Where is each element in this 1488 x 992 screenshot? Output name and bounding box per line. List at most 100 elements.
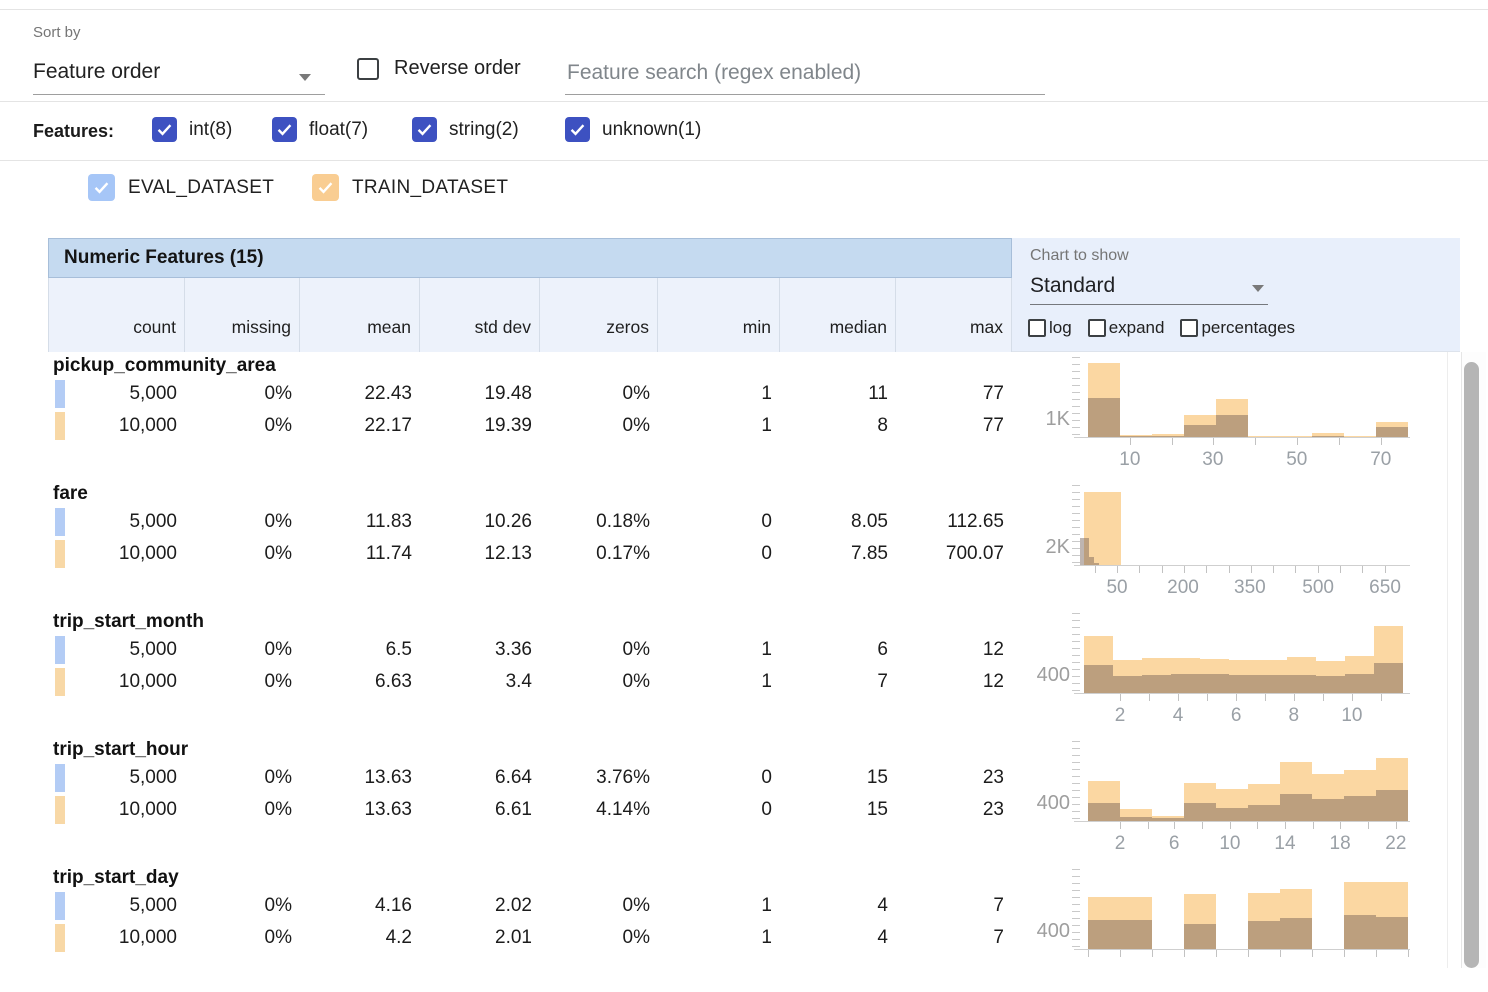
dataset-toggle-train_dataset[interactable]: TRAIN_DATASET — [312, 174, 508, 201]
stat-value: 0% — [185, 639, 300, 661]
stat-value: 10,000 — [48, 799, 185, 821]
eval-stats-row: 5,0000%13.636.643.76%01523 — [48, 762, 1012, 794]
stat-value: 6.61 — [420, 799, 540, 821]
x-axis-line — [1074, 949, 1410, 950]
stat-value: 11.83 — [300, 511, 420, 533]
eval-bar — [1171, 674, 1200, 693]
histogram-plot — [1080, 869, 1408, 949]
x-axis-tick-label: 14 — [1274, 833, 1295, 855]
col-median: median — [780, 278, 896, 352]
eval-bar — [1280, 918, 1312, 949]
chart-option-label: expand — [1109, 318, 1165, 338]
check-icon — [568, 120, 587, 139]
eval-bar — [1120, 920, 1152, 949]
checkbox-checked-icon — [88, 174, 115, 201]
filter-string[interactable]: string(2) — [412, 117, 519, 142]
stat-value: 700.07 — [896, 543, 1012, 565]
col-mean: mean — [300, 278, 420, 352]
reverse-order-checkbox[interactable]: Reverse order — [357, 57, 521, 80]
stat-value: 0 — [658, 511, 780, 533]
x-axis-tick — [1213, 438, 1214, 445]
stat-value: 1 — [658, 895, 780, 917]
histogram-plot — [1080, 357, 1408, 437]
stat-value: 6.64 — [420, 767, 540, 789]
x-axis-tick — [1297, 438, 1298, 445]
stat-value: 0% — [185, 383, 300, 405]
x-axis-tick-label: 4 — [1173, 705, 1184, 727]
check-icon — [155, 120, 174, 139]
train-dataset-chip — [55, 796, 65, 824]
histogram-plot — [1080, 741, 1408, 821]
eval-bar — [1248, 805, 1280, 821]
x-axis-tick-label: 2 — [1115, 833, 1126, 855]
histogram-plot — [1080, 613, 1408, 693]
feature-stats: trip_start_month 5,0000%6.53.360%1612 10… — [48, 608, 1012, 698]
x-axis-tick-label: 6 — [1231, 705, 1242, 727]
eval-bar — [1088, 920, 1120, 949]
checkbox-unchecked-icon — [1028, 319, 1046, 337]
feature-search-input[interactable]: Feature search (regex enabled) — [565, 52, 1045, 95]
x-axis-tick-label: 200 — [1167, 577, 1199, 599]
chart-option-expand[interactable]: expand — [1088, 318, 1165, 338]
stat-value: 3.4 — [420, 671, 540, 693]
stat-value: 0% — [540, 671, 658, 693]
x-axis-tick — [1139, 566, 1140, 573]
y-axis-label: 400 — [1012, 664, 1070, 687]
numeric-features-title: Numeric Features (15) — [48, 238, 1012, 278]
x-axis-tick — [1248, 950, 1249, 957]
eval-bar — [1216, 415, 1248, 437]
y-axis-ruler-ticks — [1072, 613, 1080, 693]
stat-value: 4 — [780, 895, 896, 917]
stat-value: 0% — [540, 415, 658, 437]
chart-option-log[interactable]: log — [1028, 318, 1072, 338]
filter-label: float(7) — [309, 119, 368, 141]
x-axis-tick — [1352, 694, 1353, 701]
train-stats-row: 10,0000%11.7412.130.17%07.85700.07 — [48, 538, 1012, 570]
stat-value: 23 — [896, 799, 1012, 821]
chart-option-percentages[interactable]: percentages — [1180, 318, 1295, 338]
train-dataset-chip — [55, 668, 65, 696]
filter-float[interactable]: float(7) — [272, 117, 368, 142]
x-axis-tick — [1273, 566, 1274, 573]
x-axis-tick — [1280, 950, 1281, 957]
eval-bar — [1113, 676, 1142, 693]
eval-dataset-chip — [55, 764, 65, 792]
stat-value: 0% — [185, 895, 300, 917]
feature-name: trip_start_day — [48, 864, 1012, 890]
filter-unknown[interactable]: unknown(1) — [565, 117, 701, 142]
filter-int[interactable]: int(8) — [152, 117, 232, 142]
x-axis-tick — [1340, 566, 1341, 573]
feature-block: trip_start_hour 5,0000%13.636.643.76%015… — [0, 736, 1460, 864]
x-axis-tick-label: 10 — [1119, 449, 1140, 471]
eval-stats-row: 5,0000%6.53.360%1612 — [48, 634, 1012, 666]
sort-by-select[interactable]: Feature order — [33, 52, 325, 95]
eval-bar — [1080, 538, 1089, 565]
train-dataset-chip — [55, 412, 65, 440]
stat-value: 22.17 — [300, 415, 420, 437]
x-axis-tick — [1408, 950, 1409, 957]
x-axis-tick — [1236, 694, 1237, 701]
x-axis-line — [1074, 693, 1410, 694]
eval-stats-row: 5,0000%22.4319.480%11177 — [48, 378, 1012, 410]
train-stats-row: 10,0000%6.633.40%1712 — [48, 666, 1012, 698]
feature-histogram: 2K50200350500650 — [1012, 480, 1460, 608]
filter-label: int(8) — [189, 119, 232, 141]
filter-label: string(2) — [449, 119, 519, 141]
x-axis-tick — [1206, 566, 1207, 573]
train-bar — [1084, 492, 1121, 565]
stat-value: 12.13 — [420, 543, 540, 565]
stat-value: 5,000 — [48, 895, 185, 917]
eval-bar — [1374, 663, 1403, 693]
eval-bar — [1084, 665, 1113, 693]
x-axis-tick — [1184, 950, 1185, 957]
dataset-toggle-eval_dataset[interactable]: EVAL_DATASET — [88, 174, 274, 201]
eval-bar — [1376, 790, 1408, 821]
checkbox-checked-icon — [152, 117, 177, 142]
stat-value: 22.43 — [300, 383, 420, 405]
scrollbar-thumb[interactable] — [1464, 362, 1479, 968]
stat-value: 5,000 — [48, 511, 185, 533]
checkbox-checked-icon — [272, 117, 297, 142]
x-axis-tick — [1178, 694, 1179, 701]
filters-divider — [0, 160, 1488, 161]
chart-type-select[interactable]: Standard — [1030, 272, 1268, 305]
